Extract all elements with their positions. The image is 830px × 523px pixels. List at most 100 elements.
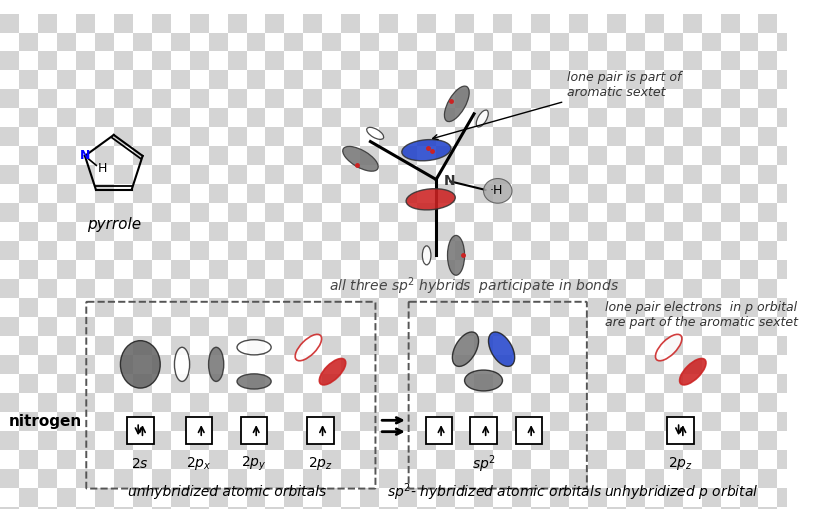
Bar <box>266 298 285 317</box>
Bar <box>759 184 778 203</box>
Bar <box>0 32 19 51</box>
Bar <box>759 203 778 222</box>
Bar <box>171 393 189 412</box>
Bar <box>360 32 379 51</box>
Bar <box>797 260 815 279</box>
Bar <box>0 14 19 32</box>
Text: pyrrole: pyrrole <box>86 217 141 232</box>
Bar <box>208 146 227 165</box>
Bar <box>95 222 114 241</box>
Bar <box>189 146 208 165</box>
Bar <box>0 203 19 222</box>
Bar <box>664 108 682 127</box>
Bar <box>550 260 569 279</box>
Bar <box>208 32 227 51</box>
Bar <box>189 71 208 89</box>
Bar <box>607 51 626 71</box>
Bar <box>208 127 227 146</box>
Bar <box>398 279 417 298</box>
Bar <box>664 14 682 32</box>
Bar <box>76 146 95 165</box>
Bar <box>759 317 778 336</box>
Bar <box>701 71 720 89</box>
Bar <box>0 89 19 108</box>
Bar <box>569 355 588 374</box>
Bar <box>208 89 227 108</box>
Bar <box>360 412 379 431</box>
Bar <box>266 108 285 127</box>
Bar <box>304 71 322 89</box>
Bar <box>607 127 626 146</box>
Bar <box>720 412 740 431</box>
Bar <box>57 222 76 241</box>
Bar <box>322 487 341 507</box>
Bar <box>95 203 114 222</box>
Bar <box>152 165 171 184</box>
Bar <box>626 51 645 71</box>
Bar <box>171 241 189 260</box>
Bar <box>114 355 133 374</box>
Bar <box>455 336 474 355</box>
Bar <box>341 487 360 507</box>
Bar <box>76 469 95 487</box>
Bar <box>720 374 740 393</box>
Bar <box>133 184 152 203</box>
Bar <box>227 279 247 298</box>
Bar <box>550 241 569 260</box>
Bar <box>398 127 417 146</box>
Bar <box>682 487 701 507</box>
Bar <box>436 450 455 469</box>
Bar <box>797 393 815 412</box>
Bar <box>152 507 171 523</box>
Bar <box>588 469 607 487</box>
Bar <box>133 336 152 355</box>
Bar <box>247 14 266 32</box>
Bar <box>57 431 76 450</box>
Bar <box>455 279 474 298</box>
Bar <box>778 336 797 355</box>
Bar <box>607 71 626 89</box>
Bar <box>304 32 322 51</box>
Bar <box>341 336 360 355</box>
Bar <box>493 203 512 222</box>
Bar <box>569 450 588 469</box>
Bar <box>645 298 664 317</box>
Text: $sp^2$- hybridized atomic orbitals: $sp^2$- hybridized atomic orbitals <box>388 482 603 503</box>
Bar <box>398 222 417 241</box>
Bar <box>759 279 778 298</box>
Bar <box>512 336 531 355</box>
Bar <box>322 374 341 393</box>
Bar <box>360 279 379 298</box>
Bar <box>474 184 493 203</box>
Bar <box>38 89 57 108</box>
Bar <box>0 450 19 469</box>
Bar <box>588 355 607 374</box>
Bar <box>588 298 607 317</box>
Bar <box>379 317 398 336</box>
Bar <box>171 222 189 241</box>
Ellipse shape <box>120 340 160 388</box>
Text: $2p_z$: $2p_z$ <box>308 456 333 472</box>
Bar <box>569 71 588 89</box>
Bar <box>227 108 247 127</box>
Bar <box>322 32 341 51</box>
Bar <box>550 89 569 108</box>
Bar <box>247 260 266 279</box>
Bar <box>664 298 682 317</box>
Bar <box>322 355 341 374</box>
Bar <box>417 279 436 298</box>
Bar <box>740 146 759 165</box>
Bar <box>626 393 645 412</box>
Bar <box>189 507 208 523</box>
Bar <box>645 14 664 32</box>
Bar <box>95 260 114 279</box>
Bar <box>701 260 720 279</box>
Bar <box>171 184 189 203</box>
Bar <box>607 393 626 412</box>
Bar <box>360 374 379 393</box>
Bar <box>474 355 493 374</box>
Bar <box>38 374 57 393</box>
Bar <box>285 184 304 203</box>
Bar <box>645 317 664 336</box>
Bar <box>114 374 133 393</box>
